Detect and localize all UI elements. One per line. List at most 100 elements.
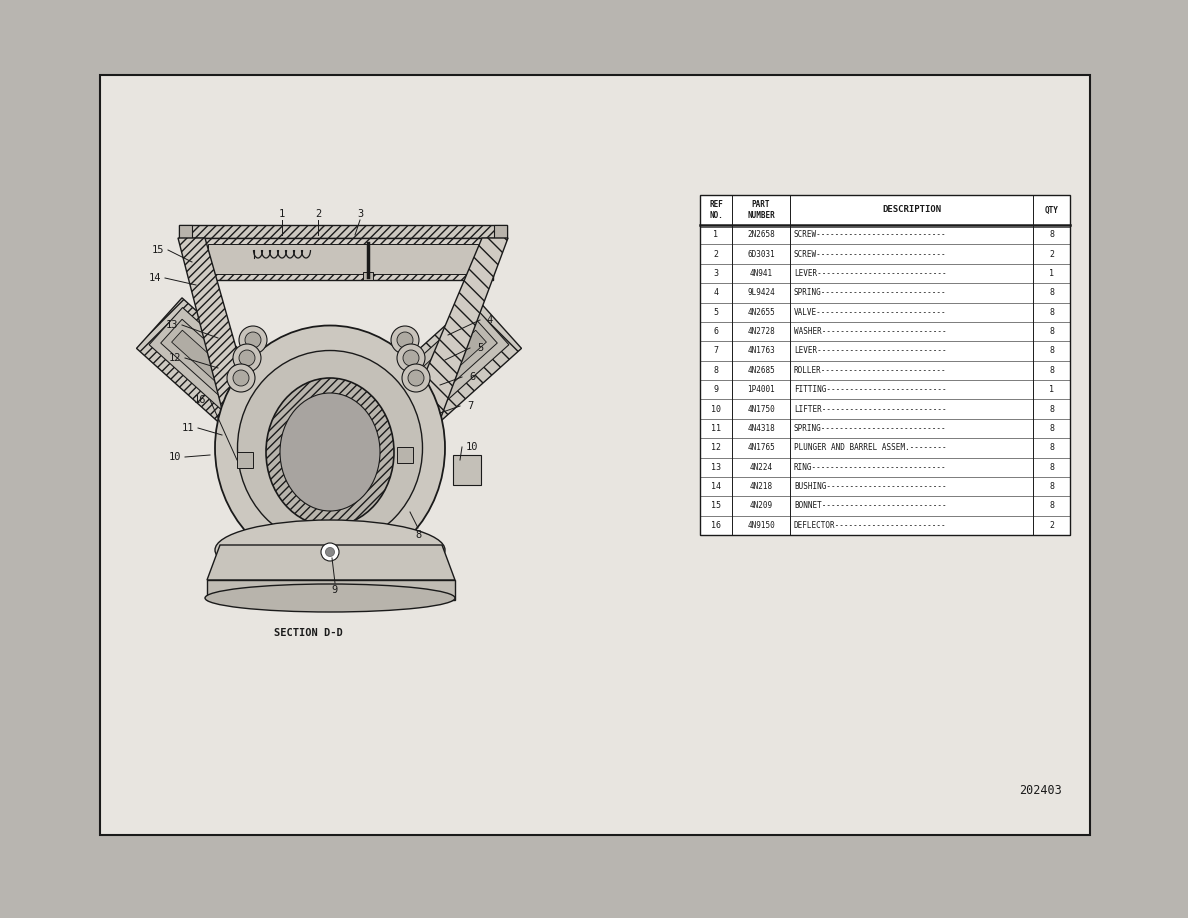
Text: 8: 8 bbox=[1049, 346, 1054, 355]
Circle shape bbox=[397, 344, 425, 372]
Text: 5: 5 bbox=[714, 308, 719, 317]
Text: 10: 10 bbox=[466, 442, 479, 452]
Text: 2: 2 bbox=[1049, 521, 1054, 530]
Text: LEVER----------------------------: LEVER---------------------------- bbox=[794, 269, 947, 278]
Polygon shape bbox=[178, 238, 265, 460]
Polygon shape bbox=[393, 238, 508, 460]
Text: 3: 3 bbox=[714, 269, 719, 278]
Text: 15: 15 bbox=[710, 501, 721, 510]
Text: 8: 8 bbox=[1049, 288, 1054, 297]
Text: 1: 1 bbox=[1049, 386, 1054, 394]
Text: 7: 7 bbox=[714, 346, 719, 355]
Text: FITTING--------------------------: FITTING-------------------------- bbox=[794, 386, 947, 394]
Text: 6: 6 bbox=[714, 327, 719, 336]
Bar bbox=[453, 455, 481, 485]
Circle shape bbox=[233, 344, 261, 372]
Text: 8: 8 bbox=[1049, 463, 1054, 472]
Text: 1P4001: 1P4001 bbox=[747, 386, 775, 394]
Text: 6D3031: 6D3031 bbox=[747, 250, 775, 259]
Bar bbox=[179, 225, 507, 238]
Ellipse shape bbox=[215, 326, 446, 570]
Bar bbox=[236, 452, 253, 468]
Circle shape bbox=[245, 332, 261, 348]
Text: SCREW----------------------------: SCREW---------------------------- bbox=[794, 250, 947, 259]
Text: 2: 2 bbox=[315, 209, 321, 219]
Polygon shape bbox=[349, 308, 508, 458]
Text: ROLLER---------------------------: ROLLER--------------------------- bbox=[794, 365, 947, 375]
Text: 15: 15 bbox=[152, 245, 164, 255]
Text: 16: 16 bbox=[710, 521, 721, 530]
Text: SPRING---------------------------: SPRING--------------------------- bbox=[794, 424, 947, 433]
Text: 4N1750: 4N1750 bbox=[747, 405, 775, 414]
Text: 2N2658: 2N2658 bbox=[747, 230, 775, 240]
Circle shape bbox=[403, 350, 419, 366]
Polygon shape bbox=[372, 330, 486, 436]
Text: 16: 16 bbox=[194, 395, 207, 405]
Text: BONNET---------------------------: BONNET--------------------------- bbox=[794, 501, 947, 510]
Text: 8: 8 bbox=[714, 365, 719, 375]
Text: 4N9150: 4N9150 bbox=[747, 521, 775, 530]
Polygon shape bbox=[207, 545, 455, 580]
Text: 8: 8 bbox=[1049, 308, 1054, 317]
Circle shape bbox=[402, 364, 430, 392]
Text: 4N2685: 4N2685 bbox=[747, 365, 775, 375]
Text: 4N218: 4N218 bbox=[750, 482, 772, 491]
Text: 9L9424: 9L9424 bbox=[747, 288, 775, 297]
Polygon shape bbox=[361, 319, 498, 447]
Bar bbox=[364, 272, 373, 280]
Circle shape bbox=[407, 370, 424, 386]
Ellipse shape bbox=[238, 351, 423, 545]
Text: 2: 2 bbox=[714, 250, 719, 259]
Circle shape bbox=[326, 547, 335, 556]
Text: 8: 8 bbox=[1049, 424, 1054, 433]
Text: 10: 10 bbox=[710, 405, 721, 414]
Text: REF
NO.: REF NO. bbox=[709, 200, 723, 219]
Text: 3: 3 bbox=[356, 209, 364, 219]
Polygon shape bbox=[150, 308, 309, 458]
Text: 12: 12 bbox=[169, 353, 182, 363]
Polygon shape bbox=[160, 319, 297, 447]
Text: RING-----------------------------: RING----------------------------- bbox=[794, 463, 947, 472]
Text: 8: 8 bbox=[1049, 405, 1054, 414]
Text: 8: 8 bbox=[1049, 443, 1054, 453]
Text: 4: 4 bbox=[487, 315, 493, 325]
Text: 8: 8 bbox=[1049, 501, 1054, 510]
Text: SCREW----------------------------: SCREW---------------------------- bbox=[794, 230, 947, 240]
Text: WASHER---------------------------: WASHER--------------------------- bbox=[794, 327, 947, 336]
Text: 8: 8 bbox=[1049, 365, 1054, 375]
Circle shape bbox=[397, 332, 413, 348]
Text: DEFLECTOR------------------------: DEFLECTOR------------------------ bbox=[794, 521, 947, 530]
Polygon shape bbox=[171, 330, 286, 436]
Bar bbox=[700, 195, 1070, 535]
Text: QTY: QTY bbox=[1044, 206, 1059, 215]
Text: 8: 8 bbox=[1049, 482, 1054, 491]
Text: 8: 8 bbox=[415, 530, 421, 540]
Text: 13: 13 bbox=[710, 463, 721, 472]
Text: PLUNGER AND BARREL ASSEM.--------: PLUNGER AND BARREL ASSEM.-------- bbox=[794, 443, 947, 453]
Text: 1: 1 bbox=[279, 209, 285, 219]
Text: 14: 14 bbox=[148, 273, 162, 283]
Text: DESCRIPTION: DESCRIPTION bbox=[881, 206, 941, 215]
Text: 1: 1 bbox=[714, 230, 719, 240]
Circle shape bbox=[391, 326, 419, 354]
Text: SPRING---------------------------: SPRING--------------------------- bbox=[794, 288, 947, 297]
Circle shape bbox=[321, 543, 339, 561]
Text: VALVE----------------------------: VALVE---------------------------- bbox=[794, 308, 947, 317]
Text: 4N941: 4N941 bbox=[750, 269, 772, 278]
Text: 4N209: 4N209 bbox=[750, 501, 772, 510]
Text: 13: 13 bbox=[166, 320, 178, 330]
Text: 14: 14 bbox=[710, 482, 721, 491]
Text: 5: 5 bbox=[476, 343, 484, 353]
Text: 12: 12 bbox=[710, 443, 721, 453]
Bar bbox=[494, 225, 507, 238]
Text: 2: 2 bbox=[1049, 250, 1054, 259]
Ellipse shape bbox=[206, 584, 455, 612]
Bar bbox=[397, 447, 413, 463]
Text: SECTION D-D: SECTION D-D bbox=[273, 628, 342, 638]
Text: 4N1765: 4N1765 bbox=[747, 443, 775, 453]
Circle shape bbox=[239, 350, 255, 366]
Text: 7: 7 bbox=[467, 401, 473, 411]
Bar bbox=[100, 75, 1091, 835]
Text: 4N1763: 4N1763 bbox=[747, 346, 775, 355]
Ellipse shape bbox=[280, 393, 380, 511]
